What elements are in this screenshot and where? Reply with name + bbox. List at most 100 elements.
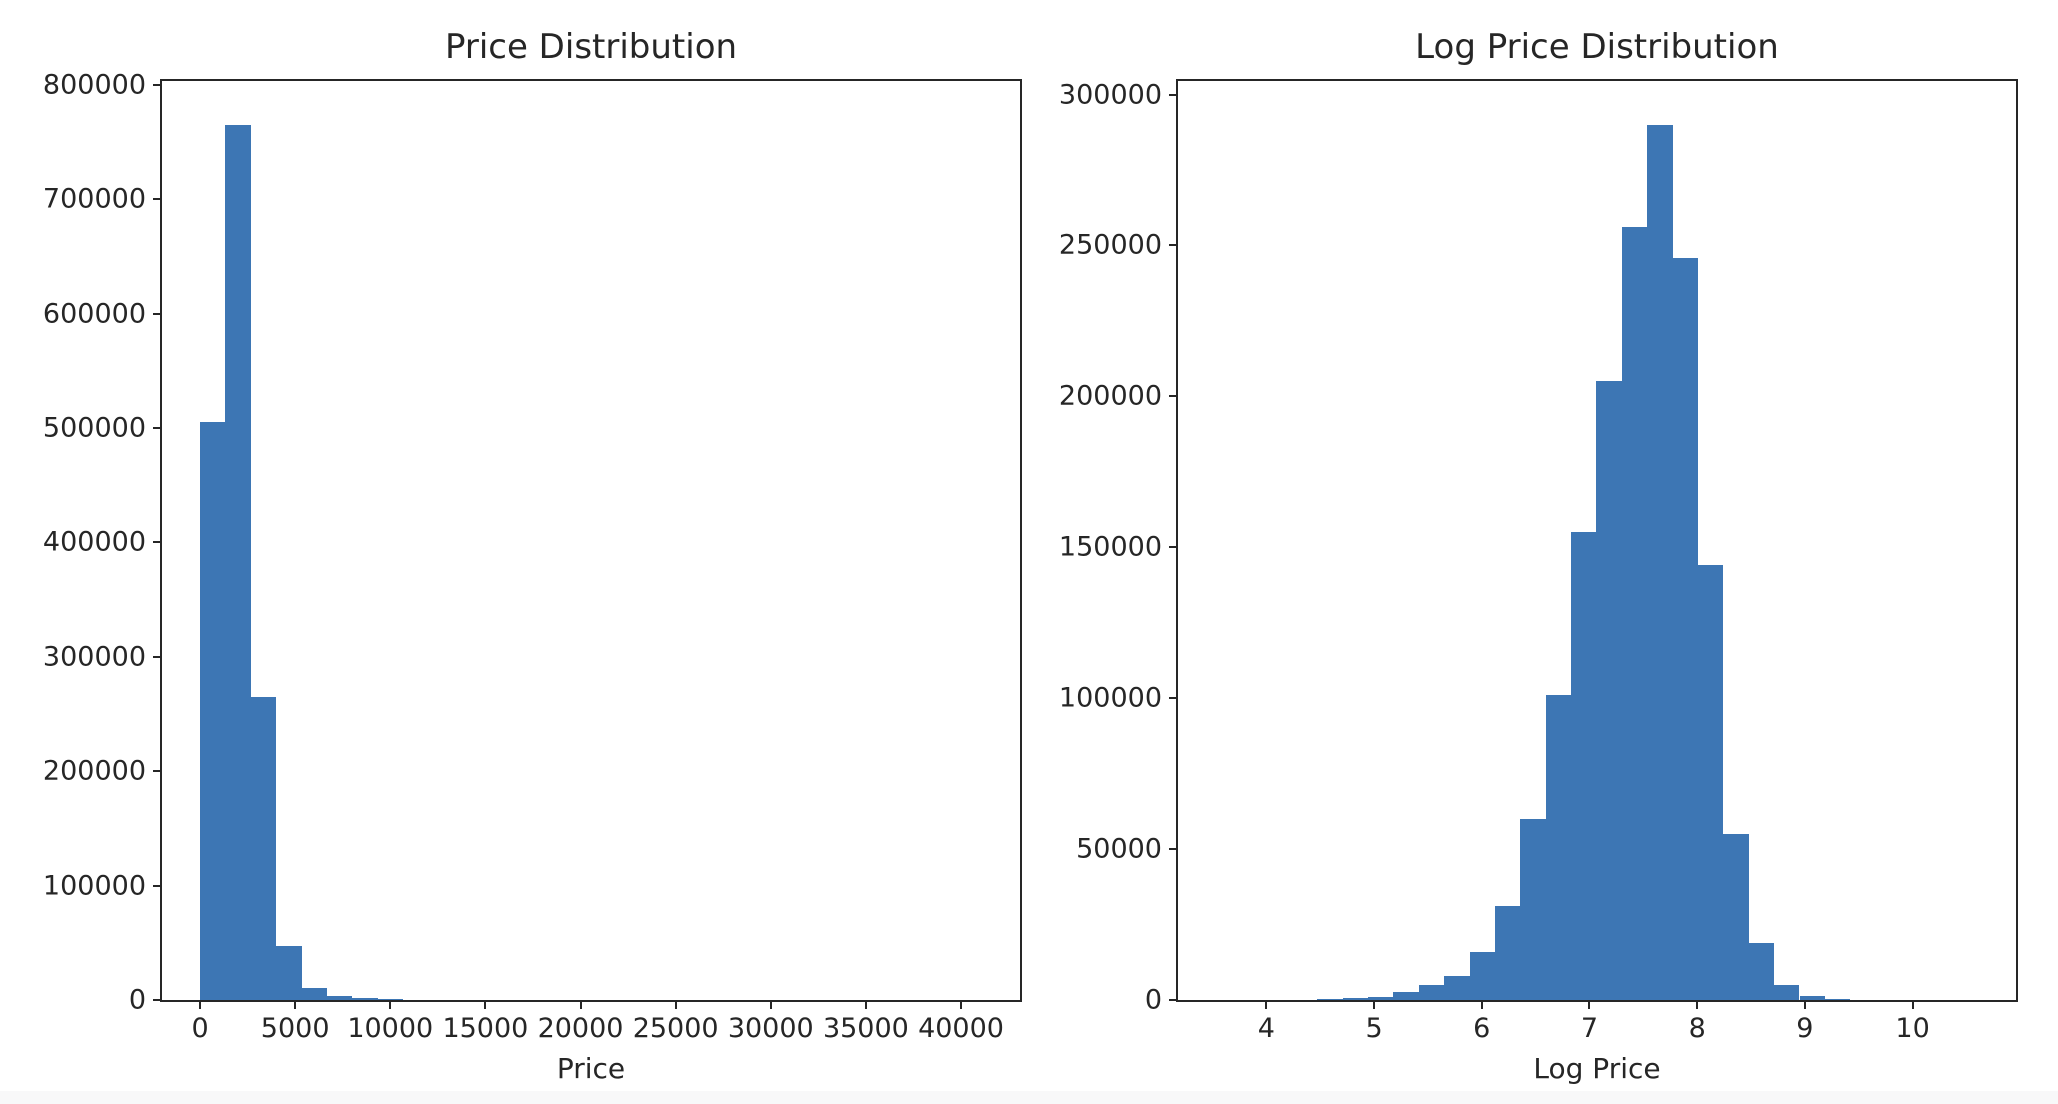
histogram-bar — [1774, 985, 1800, 1000]
histogram-bar — [1621, 227, 1648, 1000]
log-price-histogram-title: Log Price Distribution — [1415, 27, 1779, 67]
log-price-x-axis-label: Log Price — [1533, 1052, 1661, 1085]
histogram-bar — [1342, 998, 1368, 1000]
histogram-bar — [200, 422, 226, 1000]
price-histogram-title: Price Distribution — [444, 27, 738, 67]
x-tick-mark — [1911, 1000, 1914, 1009]
x-tick-mark — [864, 1000, 867, 1009]
x-tick-mark — [960, 1000, 963, 1009]
histogram-bar — [326, 996, 353, 1000]
histogram-bar — [1799, 996, 1825, 1000]
y-tick-label: 100000 — [1058, 682, 1162, 714]
x-tick-mark — [769, 1000, 772, 1009]
histogram-bar — [1698, 565, 1724, 1000]
histogram-bar — [250, 697, 277, 1000]
y-tick-label: 800000 — [42, 69, 146, 101]
x-tick-label: 5000 — [260, 1013, 330, 1044]
y-tick-label: 0 — [128, 984, 146, 1016]
histogram-bar — [1368, 997, 1394, 1000]
y-tick-mark — [153, 770, 162, 773]
histogram-bar — [1571, 532, 1597, 1000]
y-tick-mark — [1169, 697, 1178, 700]
y-tick-mark — [1169, 93, 1178, 96]
x-tick-label: 4 — [1257, 1013, 1275, 1044]
y-tick-label: 300000 — [1058, 79, 1162, 111]
x-tick-mark — [1588, 1000, 1591, 1009]
y-tick-label: 300000 — [42, 641, 146, 673]
x-tick-label: 8 — [1688, 1013, 1706, 1044]
x-tick-label: 30000 — [727, 1013, 814, 1044]
y-tick-mark — [1169, 244, 1178, 247]
x-tick-mark — [579, 1000, 582, 1009]
x-tick-label: 20000 — [537, 1013, 624, 1044]
y-tick-mark — [1169, 848, 1178, 851]
y-tick-label: 200000 — [42, 755, 146, 787]
y-tick-label: 50000 — [1076, 833, 1162, 865]
histogram-bar — [301, 988, 327, 1000]
x-tick-mark — [199, 1000, 202, 1009]
y-tick-mark — [1169, 395, 1178, 398]
x-tick-label: 9 — [1796, 1013, 1814, 1044]
histogram-bar — [352, 998, 378, 1000]
y-tick-mark — [153, 198, 162, 201]
y-tick-mark — [153, 884, 162, 887]
histogram-bar — [225, 125, 251, 1000]
y-tick-label: 700000 — [42, 183, 146, 215]
y-tick-label: 0 — [1144, 984, 1162, 1016]
x-tick-label: 40000 — [918, 1013, 1004, 1044]
y-tick-label: 600000 — [42, 298, 146, 330]
histogram-bar — [1520, 819, 1546, 1000]
x-tick-label: 6 — [1473, 1013, 1491, 1044]
x-tick-mark — [484, 1000, 487, 1009]
x-tick-label: 10 — [1895, 1013, 1930, 1044]
x-tick-mark — [1696, 1000, 1699, 1009]
histogram-bar — [1596, 381, 1622, 1000]
histogram-bar — [1393, 992, 1419, 1000]
y-tick-label: 500000 — [42, 412, 146, 444]
y-tick-mark — [153, 999, 162, 1001]
y-tick-label: 150000 — [1058, 531, 1162, 563]
x-tick-label: 25000 — [632, 1013, 719, 1044]
y-tick-label: 400000 — [42, 526, 146, 558]
x-tick-label: 5 — [1365, 1013, 1383, 1044]
y-tick-label: 250000 — [1058, 229, 1162, 261]
log-price-histogram-plot-area: Log Price Distribution Log Price 4 5 6 7 8 9 1… — [1059, 27, 2018, 1085]
x-tick-label: 35000 — [822, 1013, 909, 1044]
histogram-bar — [1418, 985, 1445, 1000]
histogram-bar — [377, 999, 403, 1000]
histogram-bar — [1672, 258, 1699, 1000]
histogram-bar — [1494, 906, 1521, 1000]
y-tick-mark — [153, 541, 162, 544]
y-tick-mark — [1169, 546, 1178, 549]
histogram-bar — [1824, 999, 1851, 1000]
histogram-bar — [1647, 125, 1673, 1000]
x-tick-mark — [674, 1000, 677, 1009]
y-tick-mark — [1169, 999, 1178, 1001]
price-x-axis-label: Price — [556, 1052, 626, 1085]
x-tick-mark — [389, 1000, 392, 1009]
x-tick-label: 0 — [191, 1013, 209, 1044]
y-tick-mark — [153, 426, 162, 429]
y-tick-mark — [153, 655, 162, 658]
histogram-bar — [1444, 976, 1470, 1000]
histogram-bar — [1469, 952, 1495, 1000]
x-tick-mark — [294, 1000, 297, 1009]
x-tick-mark — [1373, 1000, 1376, 1009]
x-tick-mark — [1480, 1000, 1483, 1009]
x-tick-mark — [1803, 1000, 1806, 1009]
y-tick-label: 200000 — [1058, 380, 1162, 412]
x-tick-label: 15000 — [442, 1013, 529, 1044]
y-tick-mark — [153, 312, 162, 315]
histogram-bar — [276, 946, 302, 1000]
x-tick-label: 10000 — [347, 1013, 434, 1044]
x-tick-mark — [1265, 1000, 1268, 1009]
y-tick-mark — [153, 83, 162, 86]
histogram-bar — [1545, 695, 1572, 1000]
window-bottom-edge-strip — [0, 1091, 2058, 1104]
price-histogram-plot-area: Price Distribution Price 0 5000 10000 15000… — [43, 27, 1022, 1085]
histogram-bar — [1748, 943, 1775, 1000]
y-tick-label: 100000 — [42, 870, 146, 902]
x-tick-label: 7 — [1580, 1013, 1599, 1044]
histogram-bar — [1317, 999, 1343, 1000]
histogram-bar — [1723, 834, 1749, 1000]
